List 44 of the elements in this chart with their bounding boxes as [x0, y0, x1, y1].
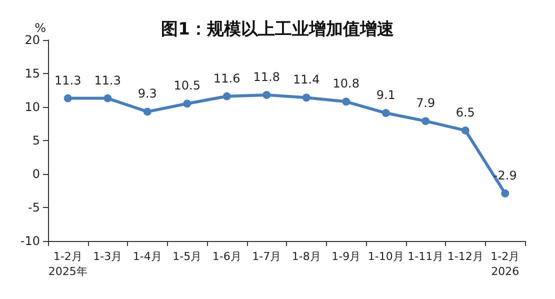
data-label: 11.3 — [54, 73, 82, 88]
data-label: 11.3 — [94, 73, 121, 88]
point — [382, 109, 390, 118]
x-tick-label: 1-2月 2026 — [490, 250, 520, 278]
point — [104, 94, 112, 102]
point — [422, 117, 430, 126]
point — [183, 100, 192, 108]
x-tick-label: 1-6月 — [212, 250, 242, 263]
data-label: 10.8 — [332, 76, 360, 91]
point — [64, 94, 72, 102]
y-tick-label: 20 — [24, 33, 40, 47]
x-tick-label: 1-2月 2025年 — [48, 250, 88, 278]
x-tick-label: 1-9月 — [332, 250, 361, 263]
x-tick-label: 1-8月 — [292, 250, 321, 263]
y-tick-label: -5 — [28, 200, 40, 214]
data-label: 9.1 — [376, 88, 396, 102]
x-tick-label: 1-10月 — [368, 250, 404, 263]
x-tick-label: 1-12月 — [447, 250, 484, 263]
y-axis-title: % — [34, 21, 46, 35]
point — [262, 90, 271, 99]
point — [222, 92, 231, 100]
x-tick-label: 1-11月 — [408, 250, 444, 263]
y-tick-label: 10 — [24, 100, 40, 114]
point — [342, 98, 350, 106]
point — [461, 126, 470, 134]
point — [302, 94, 310, 102]
point — [143, 108, 152, 116]
x-tick-label: 1-7月 — [252, 250, 282, 263]
y-tick-label: -10 — [20, 234, 40, 248]
data-label: 7.9 — [416, 96, 436, 110]
data-label: 6.5 — [456, 105, 475, 120]
data-label: 11.6 — [214, 71, 240, 86]
chart-title: 图1：规模以上工业增加值增速 — [161, 20, 394, 40]
y-tick-label: 5 — [32, 134, 40, 148]
data-label: 10.5 — [174, 78, 200, 93]
x-tick-label: 1-3月 — [93, 250, 122, 263]
data-label: 11.4 — [293, 72, 320, 87]
y-tick-label: 0 — [32, 167, 40, 181]
point — [501, 189, 510, 198]
x-tick-label: 1-4月 — [132, 250, 162, 263]
data-label: 9.3 — [138, 86, 157, 101]
data-label: 11.8 — [253, 70, 280, 84]
x-tick-label: 1-5月 — [172, 250, 202, 263]
y-tick-label: 15 — [24, 66, 40, 80]
